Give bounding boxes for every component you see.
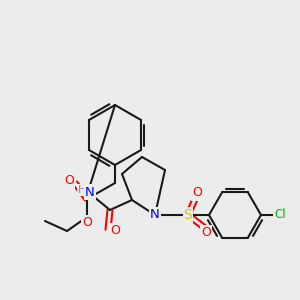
Text: O: O (82, 215, 92, 229)
Text: H: H (78, 185, 86, 195)
Text: S: S (184, 208, 192, 222)
Text: O: O (64, 175, 74, 188)
Text: N: N (150, 208, 160, 221)
Text: O: O (110, 224, 120, 236)
Text: O: O (192, 187, 202, 200)
Text: Cl: Cl (274, 208, 286, 221)
Text: O: O (201, 226, 211, 238)
Text: N: N (85, 185, 95, 199)
